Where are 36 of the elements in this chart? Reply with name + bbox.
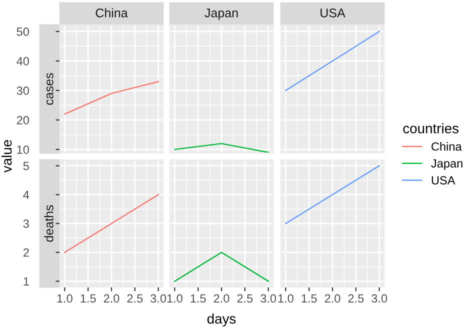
- y-tick-label: 2: [23, 248, 29, 257]
- x-tick-label: 1.5: [302, 294, 317, 303]
- y-tick-label: 20: [16, 116, 29, 124]
- x-tick-label: 1.0: [57, 294, 72, 303]
- x-tick-label: 2.0: [324, 294, 340, 303]
- y-tick-label: 50: [16, 28, 29, 36]
- chart-title: China: [96, 8, 128, 18]
- y-tick-label: 5: [23, 162, 29, 170]
- y-tick-label: 10: [17, 145, 29, 154]
- x-tick-label: 3.0: [260, 294, 276, 303]
- legend-label: USA: [432, 176, 456, 184]
- y-axis-title: cases: [46, 73, 54, 105]
- y-tick-label: 4: [23, 190, 30, 199]
- chart-title: USA: [320, 8, 346, 18]
- x-tick-label: 2.0: [104, 294, 120, 303]
- x-tick-label: 2.5: [237, 294, 253, 303]
- x-axis-title: days: [207, 314, 236, 326]
- x-tick-label: 1.0: [167, 294, 182, 303]
- legend-label: Japan: [431, 159, 462, 170]
- x-tick-label: 3.0: [150, 294, 166, 303]
- y-tick-label: 30: [16, 86, 29, 95]
- y-tick-label: 3: [23, 220, 29, 228]
- y-tick-label: 1: [24, 277, 29, 286]
- x-tick-label: 1.5: [190, 294, 206, 303]
- y-axis-title: deaths: [44, 205, 54, 242]
- chart-title: Japan: [204, 8, 238, 20]
- x-tick-label: 2.5: [127, 294, 143, 303]
- y-tick-label: 40: [16, 57, 29, 66]
- x-tick-label: 1.0: [278, 294, 294, 303]
- x-tick-label: 2.5: [348, 294, 364, 303]
- x-tick-label: 3.0: [372, 294, 388, 303]
- x-tick-label: 1.5: [80, 294, 96, 303]
- legend-title: countries: [403, 123, 458, 134]
- x-tick-label: 2.0: [214, 294, 230, 303]
- legend-label: China: [432, 142, 462, 151]
- text: value: [2, 140, 12, 173]
